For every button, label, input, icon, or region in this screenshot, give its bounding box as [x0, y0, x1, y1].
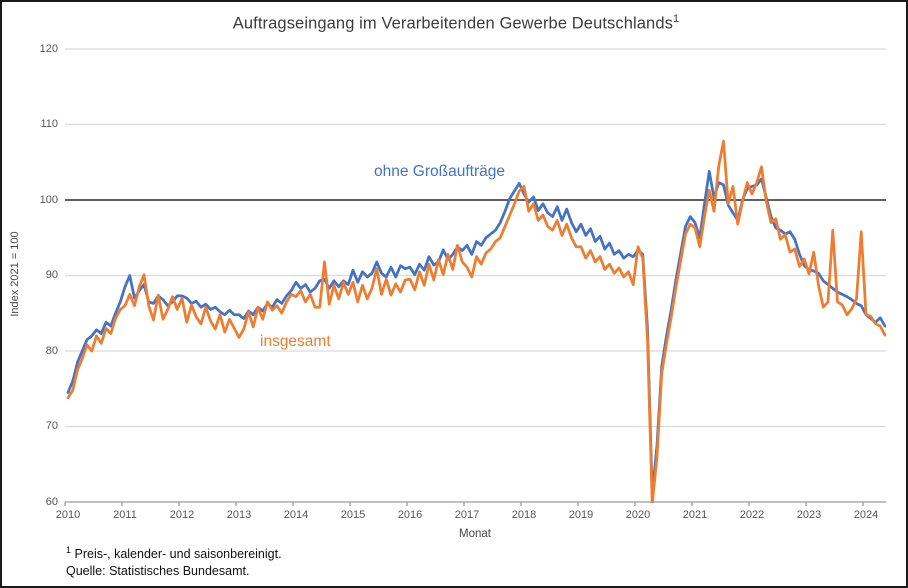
chart-title-superscript: 1 [672, 13, 680, 25]
x-axis-title: Monat [459, 528, 491, 540]
x-tick-label: 2012 [169, 509, 195, 521]
y-tick-label: 120 [39, 42, 58, 55]
x-tick-label: 2011 [113, 509, 137, 521]
x-tick-label: 2013 [226, 509, 252, 521]
y-tick-label: 60 [45, 495, 58, 508]
footnote-adjustment: 1 Preis-, kalender- und saisonbereinigt. [66, 542, 282, 563]
footnotes: 1 Preis-, kalender- und saisonbereinigt.… [66, 542, 282, 580]
x-tick-label: 2017 [454, 509, 480, 521]
x-tick-label: 2018 [511, 509, 537, 521]
series-label-ohne-grossauftraege: ohne Großaufträge [374, 163, 505, 180]
x-tick-label: 2023 [796, 509, 822, 521]
y-tick-label: 70 [45, 420, 58, 432]
x-tick-label: 2022 [739, 509, 765, 521]
footnote-superscript: 1 [66, 545, 72, 555]
footnote-source: Quelle: Statistisches Bundesamt. [66, 564, 250, 579]
x-tick-label: 2015 [340, 509, 366, 521]
y-tick-label: 100 [39, 193, 58, 206]
x-tick-label: 2021 [682, 509, 708, 521]
y-tick-label: 90 [45, 269, 58, 281]
footnote-adjustment-text: Preis-, kalender- und saisonbereinigt. [71, 547, 282, 562]
chart-title: Auftragseingang im Verarbeitenden Gewerb… [2, 13, 906, 34]
chart-title-text: Auftragseingang im Verarbeitenden Gewerb… [232, 14, 673, 33]
x-tick-label: 2024 [853, 509, 879, 521]
y-tick-label: 80 [45, 344, 58, 357]
series-line-ohne-grossauftraege [66, 169, 886, 496]
series-label-insgesamt: insgesamt [260, 333, 331, 350]
x-tick-label: 2014 [283, 509, 309, 521]
x-tick-label: 2016 [397, 509, 423, 521]
series-line-insgesamt [66, 139, 886, 503]
x-tick-label: 2020 [625, 509, 651, 521]
x-tick-label: 2010 [55, 509, 81, 521]
x-tick-label: 2019 [568, 509, 594, 521]
y-tick-label: 110 [40, 118, 58, 130]
